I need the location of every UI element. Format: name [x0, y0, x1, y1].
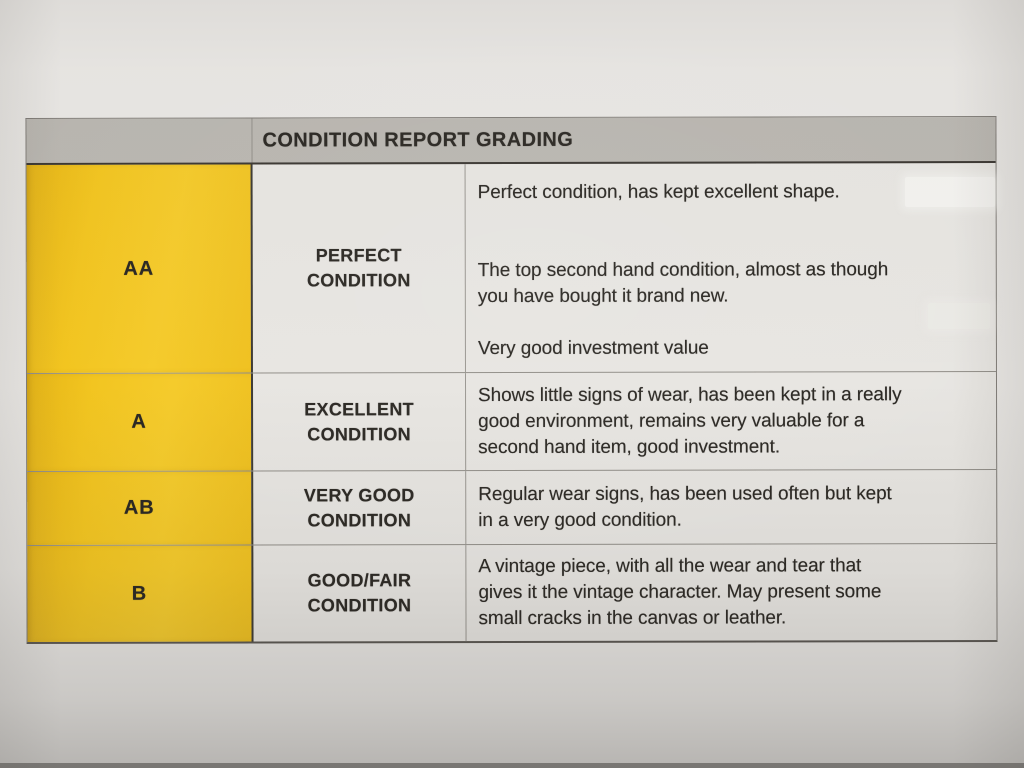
grade-cell: A: [26, 373, 254, 472]
grade-label: A: [131, 410, 147, 433]
table-title: CONDITION REPORT GRADING: [262, 128, 574, 152]
table-header-bar: CONDITION REPORT GRADING: [26, 116, 996, 166]
whiteout-correction-mark-faint: [928, 303, 990, 329]
condition-label: PERFECT CONDITION: [306, 245, 411, 291]
condition-cell: GOOD/FAIR CONDITION: [253, 545, 467, 642]
condition-cell: PERFECT CONDITION: [252, 164, 466, 373]
condition-label: VERY GOOD CONDITION: [303, 484, 415, 530]
grade-label: AB: [123, 496, 155, 519]
grade-cell: B: [27, 545, 254, 643]
condition-label: EXCELLENT CONDITION: [304, 398, 414, 444]
grade-label: AA: [123, 257, 155, 280]
description-cell: Shows little signs of wear, has been kep…: [466, 372, 996, 470]
grade-cell: AB: [27, 471, 254, 546]
whiteout-correction-mark: [905, 177, 995, 207]
condition-label: GOOD/FAIR CONDITION: [307, 570, 412, 616]
description-cell: Regular wear signs, has been used often …: [466, 470, 996, 544]
table-row: A EXCELLENT CONDITION Shows little signs…: [26, 370, 997, 472]
table-row: AA PERFECT CONDITION Perfect condition, …: [26, 163, 996, 374]
condition-cell: EXCELLENT CONDITION: [252, 373, 467, 471]
grade-label: B: [131, 582, 148, 605]
description-paragraph: A vintage piece, with all the wear and t…: [478, 555, 882, 630]
description-paragraph: Very good investment value: [477, 337, 709, 360]
grade-cell: AA: [26, 164, 253, 374]
condition-cell: VERY GOOD CONDITION: [253, 471, 467, 545]
header-spacer-cell: [26, 118, 253, 164]
table-body: AA PERFECT CONDITION Perfect condition, …: [26, 163, 997, 643]
condition-grading-table: CONDITION REPORT GRADING AA PERFECT COND…: [25, 115, 998, 645]
description-paragraph: Shows little signs of wear, has been kep…: [478, 383, 902, 458]
table-row: AB VERY GOOD CONDITION Regular wear sign…: [27, 468, 997, 546]
description-paragraph: Regular wear signs, has been used often …: [478, 482, 892, 531]
description-paragraph: The top second hand condition, almost as…: [477, 259, 889, 308]
table-row: B GOOD/FAIR CONDITION A vintage piece, w…: [27, 542, 997, 643]
description-cell: A vintage piece, with all the wear and t…: [466, 544, 996, 641]
